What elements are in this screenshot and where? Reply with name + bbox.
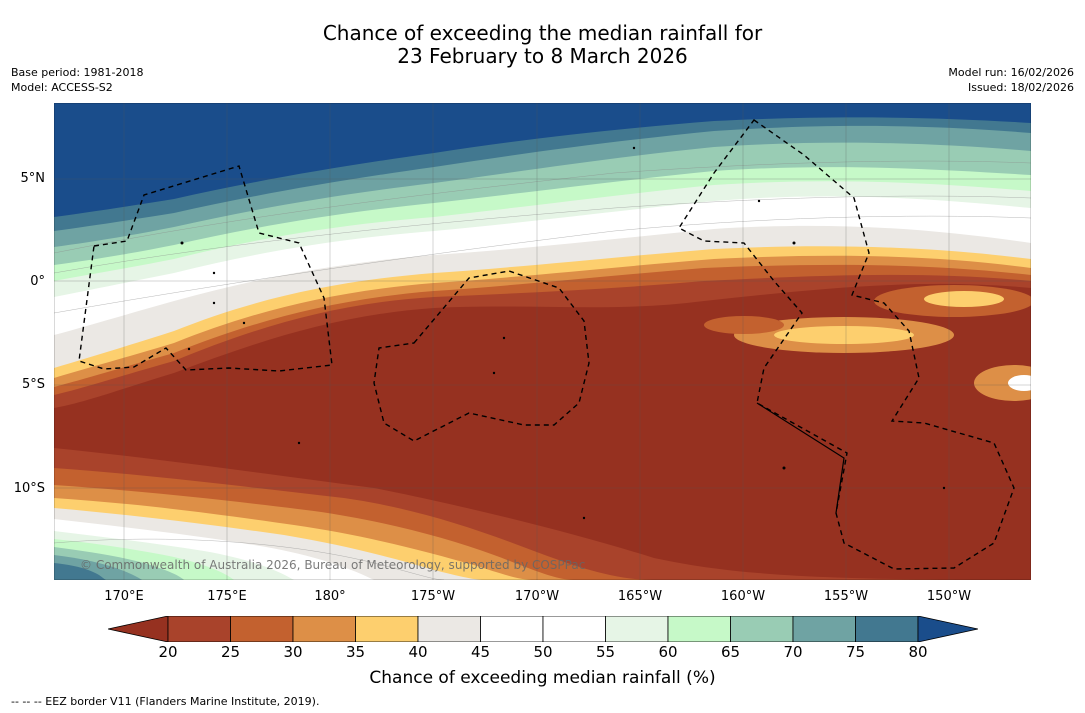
map-credit: © Commonwealth of Australia 2026, Bureau…	[80, 558, 586, 572]
colorbar-segment	[730, 616, 794, 642]
colorbar	[108, 616, 978, 642]
colorbar-tick-label: 75	[845, 643, 866, 661]
lon-label-175e: 175°E	[207, 589, 247, 604]
colorbar-segment	[230, 616, 294, 642]
wet-patch-3b	[1008, 375, 1031, 391]
lat-label-10s: 10°S	[13, 481, 45, 496]
colorbar-tick-label: 50	[533, 643, 553, 661]
contour-lines	[54, 160, 1031, 580]
colorbar-tick-label: 60	[658, 643, 678, 661]
colorbar-tick-label: 80	[908, 643, 928, 661]
wet-patch-3	[974, 365, 1031, 401]
eez-kiribati-phoenix	[373, 270, 590, 442]
lon-label-160w: 160°W	[720, 589, 766, 604]
colorbar-segment	[292, 616, 356, 642]
wet-patch-1b	[774, 326, 914, 344]
north-band-over	[54, 103, 1031, 217]
wet-patch-2b	[924, 291, 1004, 307]
lon-label-170w: 170°W	[514, 589, 560, 604]
eez-kiribati-line	[677, 119, 1015, 570]
colorbar-tick-label: 20	[158, 643, 178, 661]
colorbar-segment	[855, 616, 919, 642]
eez-kiribati-gilbert	[78, 165, 333, 372]
colorbar-tick-label: 55	[595, 643, 616, 661]
colorbar-tick-label: 70	[783, 643, 803, 661]
graticule	[54, 103, 1031, 580]
title-line-1: Chance of exceeding the median rainfall …	[322, 21, 763, 45]
colorbar-tick-label: 30	[283, 643, 303, 661]
colorbar-segment	[480, 616, 544, 642]
colorbar-segment	[792, 616, 856, 642]
colorbar-tick-label: 25	[220, 643, 241, 661]
title-line-2: 23 February to 8 March 2026	[397, 44, 688, 68]
wet-patch-4	[704, 316, 784, 334]
colorbar-tick-label: 35	[345, 643, 366, 661]
lon-label-175w: 175°W	[410, 589, 456, 604]
issued-date: Issued: 18/02/2026	[967, 81, 1074, 94]
lat-label-0: 0°	[30, 274, 45, 289]
colorbar-segment	[355, 616, 419, 642]
colorbar-tick-label: 45	[470, 643, 491, 661]
south-band-80	[54, 563, 106, 580]
colorbar-segment	[605, 616, 669, 642]
lon-label-150w: 150°W	[926, 589, 972, 604]
rainfall-map	[54, 103, 1031, 580]
lon-label-155w: 155°W	[823, 589, 869, 604]
base-period: Base period: 1981-2018	[11, 66, 144, 79]
islands	[180, 146, 946, 520]
colorbar-segment	[167, 616, 231, 642]
colorbar-segment	[667, 616, 731, 642]
colorbar-segment	[542, 616, 606, 642]
colorbar-segment	[417, 616, 481, 642]
footnote-eez: -- -- -- EEZ border V11 (Flanders Marine…	[11, 695, 320, 708]
lon-label-165w: 165°W	[617, 589, 663, 604]
colorbar-under-arrow	[108, 616, 169, 642]
lon-label-170e: 170°E	[104, 589, 144, 604]
meta-left: Base period: 1981-2018 Model: ACCESS-S2	[11, 65, 143, 95]
model-run: Model run: 16/02/2026	[948, 66, 1074, 79]
eez-borders	[78, 119, 1015, 570]
eez-line-segment	[756, 402, 845, 514]
meta-right: Model run: 16/02/2026 Issued: 18/02/2026	[948, 65, 1074, 95]
lat-label-5n: 5°N	[20, 171, 46, 186]
lat-label-5s: 5°S	[21, 377, 45, 392]
colorbar-tick-label: 40	[408, 643, 428, 661]
model-name: Model: ACCESS-S2	[11, 81, 113, 94]
lon-label-180: 180°	[314, 589, 346, 604]
colorbar-tick-label: 65	[720, 643, 741, 661]
colorbar-label: Chance of exceeding median rainfall (%)	[369, 668, 716, 688]
colorbar-over-arrow	[917, 616, 978, 642]
